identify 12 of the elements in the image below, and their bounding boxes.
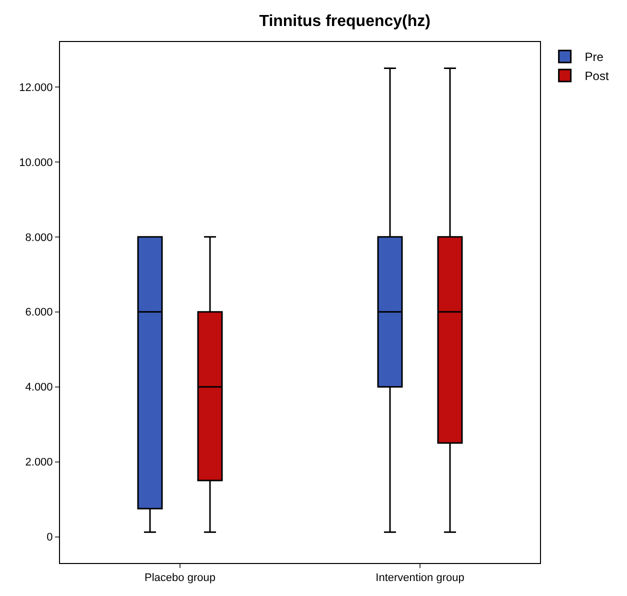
y-tick-label: 6.000 bbox=[25, 306, 53, 319]
legend-label: Pre bbox=[584, 50, 604, 64]
y-tick-label: 10.000 bbox=[19, 156, 53, 169]
x-tick-label: Placebo group bbox=[144, 572, 216, 584]
legend-label: Post bbox=[584, 69, 610, 84]
x-tick-label: Intervention group bbox=[376, 572, 464, 584]
y-tick-label: 2.000 bbox=[25, 456, 53, 469]
y-tick-label: 8.000 bbox=[25, 232, 53, 244]
chart-title: Tinnitus frequency(hz) bbox=[259, 13, 430, 30]
y-tick-label: 4.000 bbox=[25, 382, 53, 394]
y-tick-label: 12.000 bbox=[19, 82, 53, 94]
y-tick-label: 0 bbox=[46, 532, 53, 544]
